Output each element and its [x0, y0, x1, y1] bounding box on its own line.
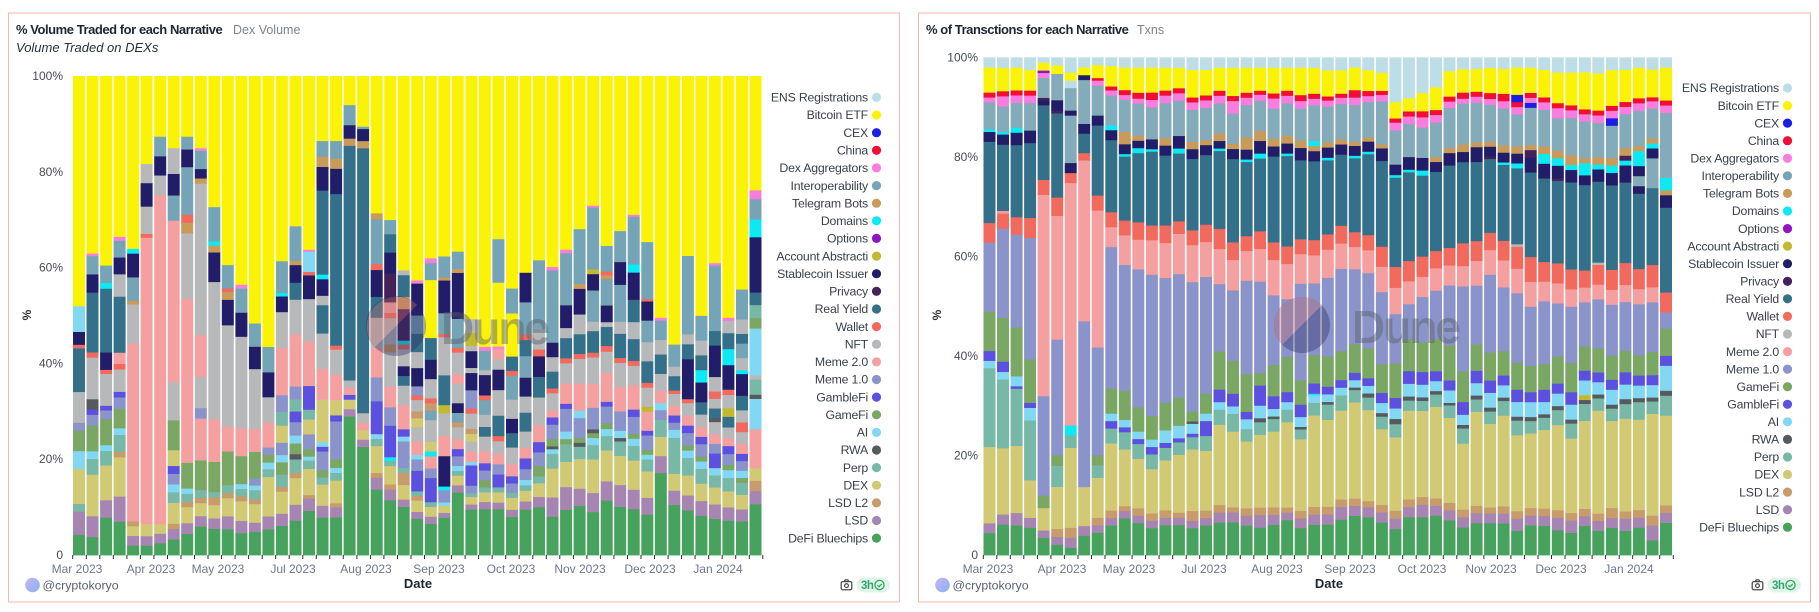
- svg-text:Options: Options: [827, 232, 868, 246]
- svg-text:ENS Registrations: ENS Registrations: [1682, 81, 1779, 95]
- svg-text:Dune: Dune: [441, 302, 549, 354]
- svg-text:Txns: Txns: [1137, 23, 1164, 37]
- svg-text:Domains: Domains: [1732, 204, 1779, 218]
- svg-text:20%: 20%: [39, 452, 63, 466]
- svg-text:Date: Date: [1315, 576, 1343, 591]
- svg-text:Real Yield: Real Yield: [1726, 292, 1780, 306]
- svg-text:0: 0: [56, 548, 63, 562]
- svg-text:Telegram Bots: Telegram Bots: [792, 196, 868, 210]
- svg-text:Mar 2023: Mar 2023: [52, 562, 103, 576]
- svg-text:Sep 2023: Sep 2023: [413, 562, 465, 576]
- svg-text:Interoperability: Interoperability: [1702, 169, 1781, 183]
- svg-text:Wallet: Wallet: [835, 320, 868, 334]
- svg-text:Mar 2023: Mar 2023: [963, 562, 1014, 576]
- svg-text:DeFi Bluechips: DeFi Bluechips: [788, 531, 868, 545]
- svg-text:80%: 80%: [39, 165, 63, 179]
- svg-text:Interoperability: Interoperability: [791, 179, 870, 193]
- svg-text:Aug 2023: Aug 2023: [340, 562, 392, 576]
- svg-text:20%: 20%: [954, 449, 978, 463]
- svg-text:% of Transctions for each Narr: % of Transctions for each Narrative: [926, 22, 1129, 37]
- svg-text:Meme 2.0: Meme 2.0: [815, 355, 868, 369]
- svg-text:NFT: NFT: [845, 337, 869, 351]
- svg-text:LSD: LSD: [845, 514, 869, 528]
- svg-text:Dec 2023: Dec 2023: [1535, 562, 1587, 576]
- svg-text:40%: 40%: [954, 349, 978, 363]
- svg-text:RWA: RWA: [1752, 433, 1780, 447]
- svg-text:Aug 2023: Aug 2023: [1251, 562, 1303, 576]
- svg-text:LSD: LSD: [1756, 503, 1780, 517]
- svg-text:Perp: Perp: [843, 461, 869, 475]
- svg-text:AI: AI: [857, 426, 868, 440]
- svg-text:Account Abstracti: Account Abstracti: [776, 249, 868, 263]
- svg-text:Meme 1.0: Meme 1.0: [815, 373, 868, 387]
- svg-text:ENS Registrations: ENS Registrations: [771, 91, 868, 105]
- svg-text:Dec 2023: Dec 2023: [624, 562, 676, 576]
- svg-text:DeFi Bluechips: DeFi Bluechips: [1699, 521, 1779, 535]
- svg-text:Dex Volume: Dex Volume: [233, 23, 300, 37]
- svg-text:Nov 2023: Nov 2023: [554, 562, 606, 576]
- svg-text:LSD L2: LSD L2: [1739, 485, 1779, 499]
- svg-text:100%: 100%: [947, 50, 978, 64]
- svg-text:Dex Aggregators: Dex Aggregators: [1690, 152, 1779, 166]
- svg-text:%: %: [20, 309, 34, 320]
- svg-text:LSD L2: LSD L2: [828, 496, 868, 510]
- svg-text:Jul 2023: Jul 2023: [1181, 562, 1227, 576]
- svg-text:Real Yield: Real Yield: [815, 302, 869, 316]
- svg-text:Bitcoin ETF: Bitcoin ETF: [807, 108, 869, 122]
- svg-text:AI: AI: [1768, 415, 1779, 429]
- svg-text:China: China: [837, 144, 868, 158]
- svg-text:% Volume Traded for each Narra: % Volume Traded for each Narrative: [16, 22, 222, 37]
- svg-text:@cryptokoryo: @cryptokoryo: [43, 579, 119, 593]
- svg-text:Jul 2023: Jul 2023: [270, 562, 316, 576]
- svg-text:Nov 2023: Nov 2023: [1465, 562, 1517, 576]
- svg-text:May 2023: May 2023: [192, 562, 245, 576]
- svg-text:GameFi: GameFi: [1736, 380, 1779, 394]
- svg-text:Sep 2023: Sep 2023: [1324, 562, 1376, 576]
- svg-text:Meme 2.0: Meme 2.0: [1726, 345, 1779, 359]
- svg-text:Bitcoin ETF: Bitcoin ETF: [1718, 99, 1780, 113]
- svg-text:China: China: [1748, 134, 1779, 148]
- svg-text:GambleFi: GambleFi: [1727, 398, 1779, 412]
- svg-text:Dune: Dune: [1352, 301, 1460, 353]
- svg-text:40%: 40%: [39, 356, 63, 370]
- svg-text:Jan 2024: Jan 2024: [1604, 562, 1654, 576]
- svg-text:Wallet: Wallet: [1746, 310, 1779, 324]
- svg-text:CEX: CEX: [1754, 116, 1779, 130]
- svg-text:Stablecoin Issuer: Stablecoin Issuer: [1688, 257, 1779, 271]
- svg-text:60%: 60%: [39, 261, 63, 275]
- svg-text:DEX: DEX: [843, 479, 868, 493]
- svg-text:0: 0: [971, 548, 978, 562]
- svg-text:80%: 80%: [954, 150, 978, 164]
- svg-text:Account Abstracti: Account Abstracti: [1687, 239, 1779, 253]
- svg-text:Telegram Bots: Telegram Bots: [1703, 187, 1779, 201]
- svg-text:RWA: RWA: [841, 443, 869, 457]
- svg-text:Options: Options: [1738, 222, 1779, 236]
- svg-text:NFT: NFT: [1756, 327, 1780, 341]
- svg-text:Domains: Domains: [821, 214, 868, 228]
- svg-text:3h: 3h: [1772, 580, 1785, 592]
- svg-text:3h: 3h: [861, 580, 874, 592]
- svg-text:Volume Traded on DEXs: Volume Traded on DEXs: [16, 40, 159, 55]
- svg-text:Oct 2023: Oct 2023: [1398, 562, 1447, 576]
- svg-text:GameFi: GameFi: [825, 408, 868, 422]
- svg-text:100%: 100%: [32, 69, 63, 83]
- svg-text:May 2023: May 2023: [1103, 562, 1156, 576]
- svg-text:Apr 2023: Apr 2023: [127, 562, 176, 576]
- svg-text:Perp: Perp: [1754, 450, 1780, 464]
- svg-text:DEX: DEX: [1754, 468, 1779, 482]
- svg-text:@cryptokoryo: @cryptokoryo: [953, 579, 1029, 593]
- svg-text:Oct 2023: Oct 2023: [487, 562, 536, 576]
- svg-text:Privacy: Privacy: [829, 285, 869, 299]
- svg-text:Jan 2024: Jan 2024: [693, 562, 743, 576]
- svg-text:Apr 2023: Apr 2023: [1038, 562, 1087, 576]
- svg-text:60%: 60%: [954, 249, 978, 263]
- svg-text:GambleFi: GambleFi: [816, 390, 868, 404]
- svg-text:%: %: [930, 309, 944, 320]
- svg-text:Meme 1.0: Meme 1.0: [1726, 362, 1779, 376]
- svg-text:Date: Date: [404, 576, 432, 591]
- svg-text:Dex Aggregators: Dex Aggregators: [779, 161, 868, 175]
- svg-text:Privacy: Privacy: [1740, 275, 1780, 289]
- svg-text:Stablecoin Issuer: Stablecoin Issuer: [777, 267, 868, 281]
- svg-text:CEX: CEX: [843, 126, 868, 140]
